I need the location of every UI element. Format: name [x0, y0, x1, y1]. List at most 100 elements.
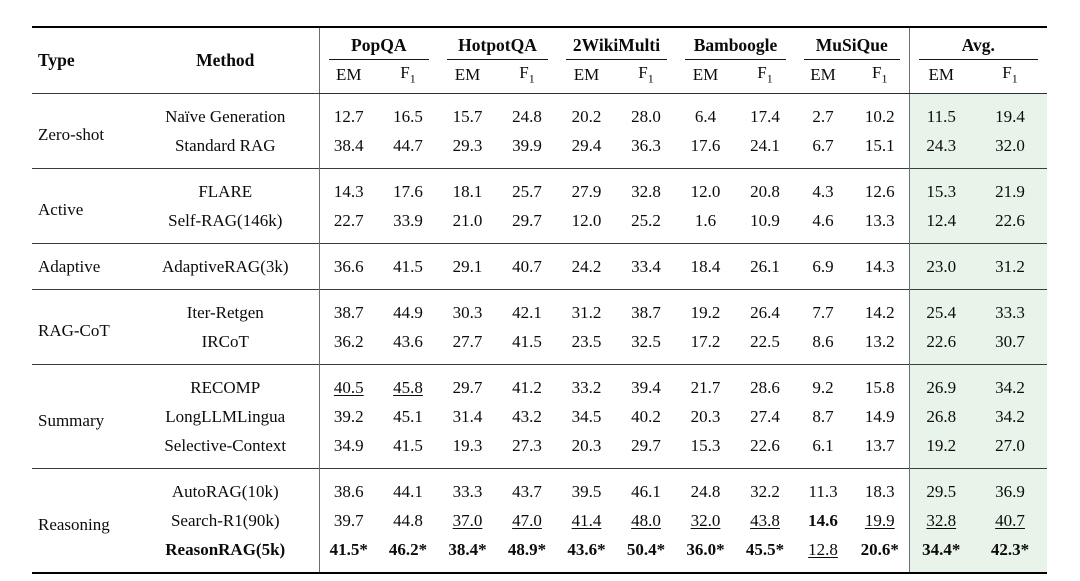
- metric-cell: 6.4: [676, 93, 736, 132]
- metric-value: 46.1: [631, 481, 661, 501]
- metric-cell: 38.6: [318, 468, 378, 507]
- metric-cell: 39.5: [557, 468, 616, 507]
- metric-value: 14.9: [864, 406, 895, 426]
- metric-value: 22.6: [750, 435, 780, 455]
- metric-cell: 38.7: [616, 289, 677, 328]
- type-cell-ragcot: RAG-CoT: [32, 289, 132, 365]
- metric-value: 24.8: [690, 481, 721, 501]
- dataset-header-popqa: PopQA: [318, 27, 438, 60]
- metric-value: 50.4*: [626, 539, 666, 559]
- metric-value: 25.4: [926, 302, 957, 322]
- type-cell-active: Active: [32, 168, 132, 244]
- metric-value: 13.2: [864, 331, 895, 351]
- metric-cell: 8.7: [795, 402, 851, 431]
- metric-cell: 12.7: [318, 93, 378, 132]
- metric-value: 33.2: [571, 377, 602, 397]
- metric-value: 26.4: [750, 302, 780, 322]
- metric-value: 43.8: [750, 510, 780, 530]
- metric-value: 12.8: [808, 539, 838, 559]
- metric-cell: 38.4*: [438, 535, 497, 573]
- metric-cell: 8.6: [795, 327, 851, 365]
- method-cell: Self-RAG(146k): [168, 210, 283, 230]
- metric-value: 34.2: [995, 406, 1025, 426]
- metric-cell: 20.2: [557, 93, 616, 132]
- metric-cell: 17.2: [676, 327, 735, 365]
- metric-value: 44.1: [393, 481, 423, 501]
- metric-value: 31.4: [452, 406, 483, 426]
- metric-value: 15.3: [690, 435, 721, 455]
- metric-cell: 29.1: [438, 243, 497, 290]
- metric-value: 19.2: [926, 435, 957, 455]
- metric-cell: 14.3: [318, 168, 378, 207]
- metric-value: 17.4: [750, 106, 780, 126]
- metric-cell: 38.7: [318, 289, 378, 328]
- metric-cell: 43.2: [497, 402, 557, 431]
- metric-cell: 36.0*: [676, 535, 735, 573]
- metric-cell: 41.4: [557, 506, 616, 535]
- f1-subheader-hotpotqa: F1: [497, 60, 557, 95]
- metric-value: 32.0: [690, 510, 721, 530]
- method-cell: Naïve Generation: [132, 93, 319, 132]
- metric-value: 6.1: [812, 435, 834, 455]
- metric-cell: 36.3: [616, 131, 676, 169]
- metric-cell: 31.2: [973, 243, 1048, 290]
- metric-value: 29.1: [452, 256, 483, 276]
- dataset-header-2wikimulti: 2WikiMulti: [557, 27, 676, 60]
- metric-cell: 24.2: [557, 243, 616, 290]
- metric-cell: 29.4: [557, 131, 616, 169]
- metric-cell: 33.3: [973, 289, 1048, 328]
- metric-value: 11.5: [926, 106, 956, 126]
- metric-value: 42.3*: [990, 539, 1030, 559]
- metric-value: 34.5: [571, 406, 602, 426]
- metric-value: 19.9: [864, 510, 895, 530]
- table-body: Zero-shot Naïve Generation 12.7 16.5 15.7 24.…: [32, 93, 1048, 574]
- metric-value: 48.0: [631, 510, 661, 530]
- metric-value: 25.7: [512, 181, 542, 201]
- metric-value: 45.5*: [745, 539, 785, 559]
- type-cell-summary: Summary: [32, 364, 132, 469]
- metric-value: 27.7: [452, 331, 483, 351]
- metric-value: 26.8: [926, 406, 957, 426]
- metric-cell: 38.4: [318, 131, 378, 169]
- method-cell: FLARE: [132, 168, 319, 207]
- table-row: Selective-Context 34.9 41.5 19.3 27.3 20.3 29.…: [32, 431, 1048, 469]
- metric-cell: 32.2: [735, 468, 796, 507]
- metric-value: 41.5: [512, 331, 542, 351]
- metric-cell: 32.8: [616, 168, 677, 207]
- metric-cell: 27.0: [973, 431, 1048, 469]
- metric-cell: 15.1: [851, 131, 909, 169]
- metric-value: 24.8: [512, 106, 542, 126]
- metric-value: 45.1: [393, 406, 423, 426]
- metric-value: 16.5: [393, 106, 423, 126]
- metric-value: 32.0: [995, 135, 1025, 155]
- f1-subheader-popqa: F1: [378, 60, 438, 95]
- results-table: Type Method PopQA HotpotQA 2WikiMulti Bambo…: [32, 26, 1048, 575]
- metric-value: 32.8: [926, 510, 957, 530]
- method-cell: AdaptiveRAG(3k): [132, 243, 319, 290]
- metric-cell: 23.5: [557, 327, 616, 365]
- metric-cell: 6.1: [795, 431, 851, 469]
- metric-cell: 27.9: [557, 168, 616, 207]
- metric-value: 44.9: [393, 302, 423, 322]
- metric-value: 38.4*: [448, 539, 487, 559]
- metric-cell: 43.6: [378, 327, 438, 365]
- metric-value: 24.1: [750, 135, 780, 155]
- metric-value: 30.3: [452, 302, 483, 322]
- metric-cell: 30.7: [973, 327, 1048, 365]
- metric-value: 38.6: [333, 481, 364, 501]
- metric-value: 22.6: [926, 331, 957, 351]
- metric-cell: 2.7: [795, 93, 852, 132]
- metric-value: 40.7: [512, 256, 542, 276]
- metric-value: 12.0: [571, 210, 602, 230]
- metric-value: 41.2: [512, 377, 542, 397]
- method-cell: Search-R1(90k): [170, 510, 280, 530]
- type-cell-reasoning: Reasoning: [32, 468, 132, 574]
- metric-value: 39.5: [571, 481, 602, 501]
- metric-value: 29.3: [452, 135, 483, 155]
- metric-value: 10.9: [750, 210, 780, 230]
- metric-value: 29.7: [452, 377, 483, 397]
- metric-value: 29.7: [512, 210, 542, 230]
- metric-cell: 14.2: [851, 289, 910, 328]
- table-row: Self-RAG(146k) 22.7 33.9 21.0 29.7 12.0 25.2 1.…: [32, 206, 1048, 244]
- metric-value: 20.6*: [860, 539, 899, 559]
